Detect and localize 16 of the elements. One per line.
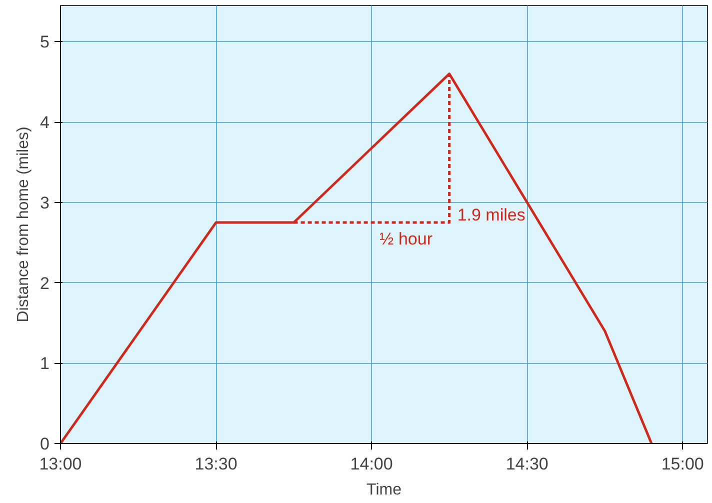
x-tick-label: 15:00: [661, 454, 704, 474]
y-tick-label: 3: [40, 193, 50, 212]
x-tick-label: 14:00: [350, 454, 393, 474]
x-axis-title: Time: [366, 482, 402, 498]
y-axis-title: Distance from home (miles): [15, 126, 32, 322]
y-tick-label: 4: [40, 113, 50, 132]
y-tick-label: 5: [40, 32, 50, 52]
x-tick-label: 13:30: [194, 454, 238, 474]
annotation: ½ hour: [380, 229, 433, 248]
line-series: [60, 72, 653, 444]
y-tick-label: 2: [40, 274, 50, 293]
annotation: 1.9 miles: [457, 205, 526, 224]
y-tick-label: 1: [40, 354, 50, 374]
x-tick-label: 14:30: [506, 454, 548, 474]
y-tick-label: 0: [40, 434, 50, 454]
x-tick-label: 13:00: [39, 454, 82, 474]
